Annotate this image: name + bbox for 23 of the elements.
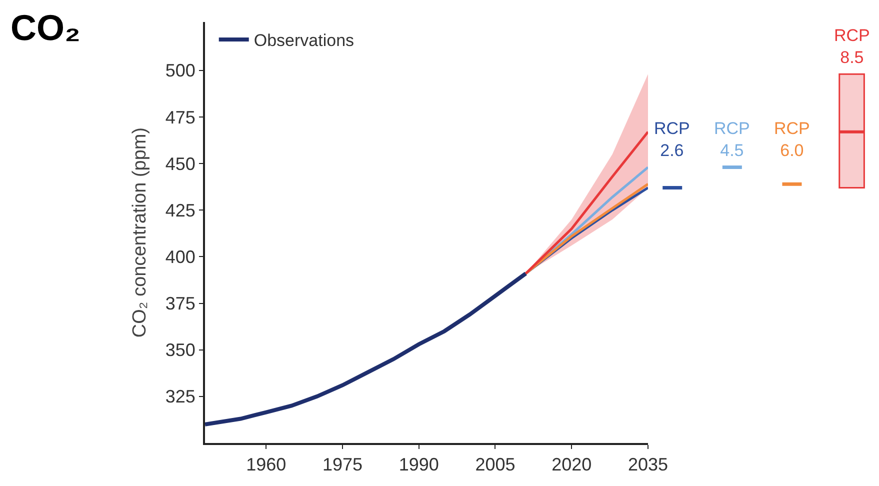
y-tick-label: 375: [165, 294, 196, 314]
text: RCP 4.5: [714, 119, 750, 160]
text: RCP 6.0: [774, 119, 810, 160]
y-axis-title: CO₂ concentration (ppm): [130, 127, 151, 338]
y-tick-label: 400: [165, 247, 196, 268]
y-tick-label: 475: [165, 107, 196, 128]
x-tick-label: 1975: [322, 454, 363, 475]
x-tick-label: 1960: [246, 454, 286, 475]
text: RCP 8.5: [834, 26, 870, 68]
y-tick-label: 425: [165, 200, 196, 220]
x-tick-label: 2020: [552, 454, 592, 475]
series-label: RCP 2.6: [654, 119, 690, 160]
line-series: [205, 271, 528, 426]
y-tick-label: 450: [165, 154, 196, 174]
y-tick-label: 350: [165, 340, 196, 360]
x-tick-label: 2005: [475, 454, 516, 475]
y-tick-label: 325: [165, 386, 196, 407]
x-tick-label: 2035: [628, 454, 668, 475]
legend-label: Observations: [254, 31, 354, 50]
x-tick-label: 1990: [398, 454, 439, 475]
line-series: [524, 130, 648, 275]
y-tick-label: 500: [165, 60, 196, 81]
chart-title: CO₂: [10, 6, 81, 48]
